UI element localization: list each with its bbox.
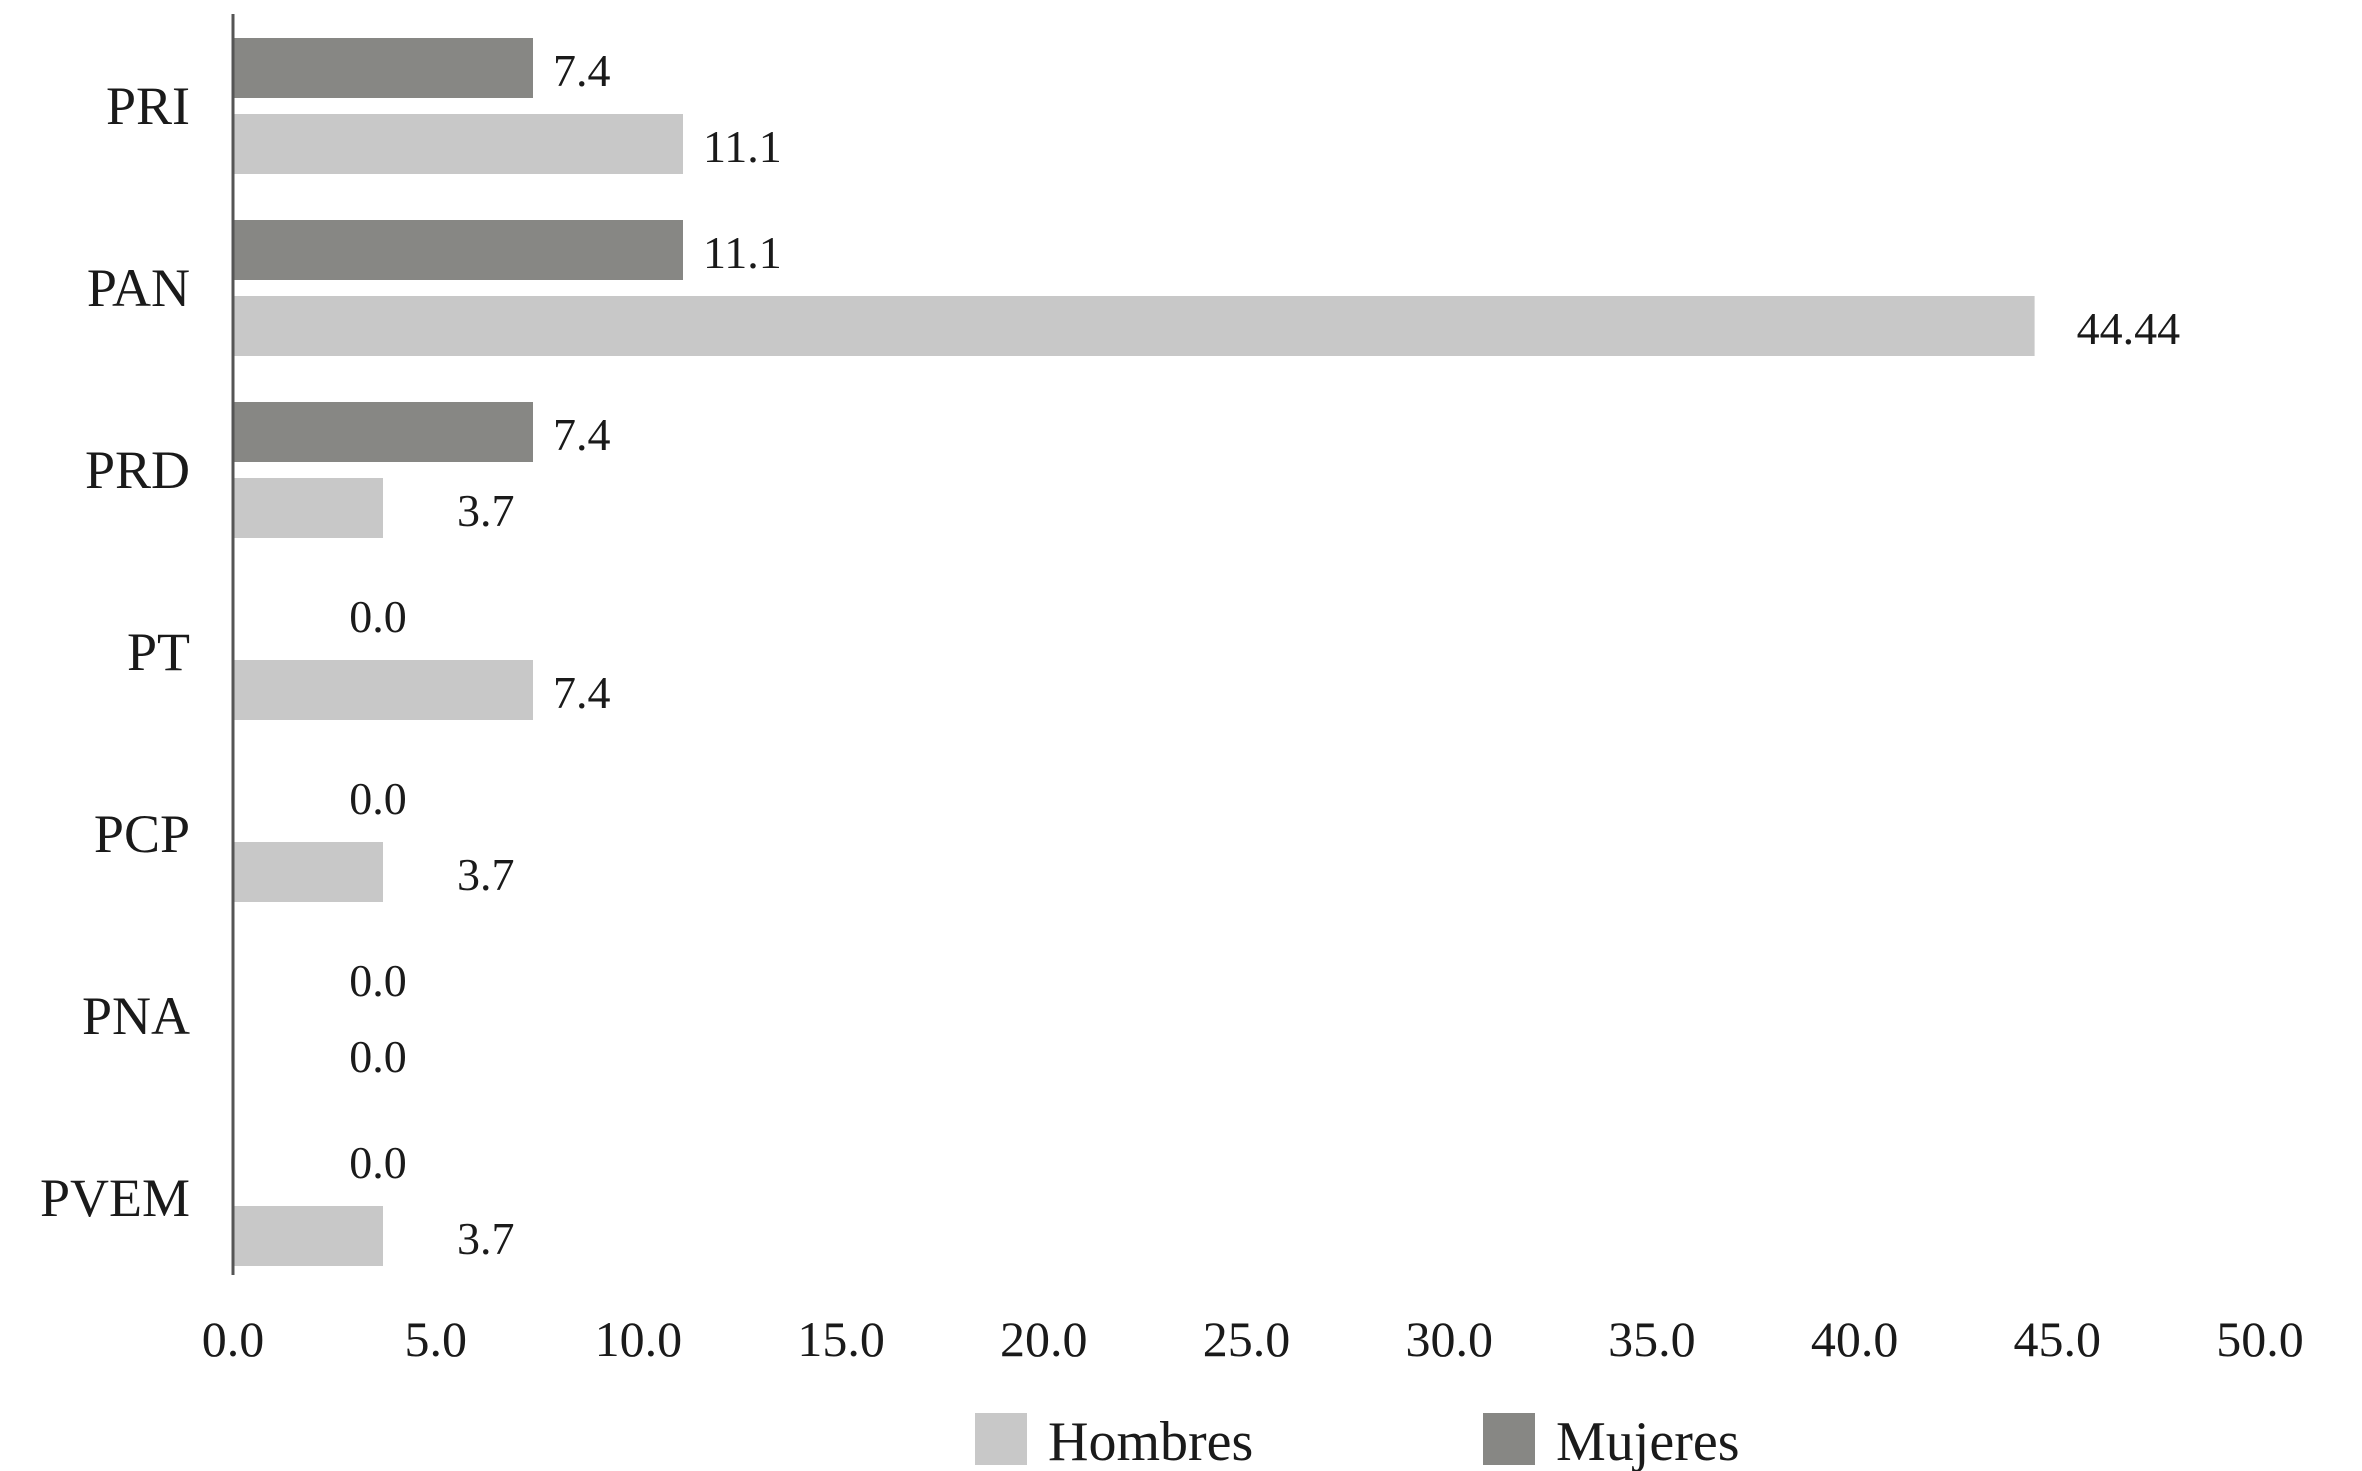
bar-hombres-pan [233, 296, 2035, 356]
data-label-hombres-prd: 3.7 [457, 485, 515, 536]
category-label-pan: PAN [87, 258, 190, 318]
category-label-pna: PNA [82, 986, 190, 1046]
x-tick-label: 5.0 [404, 1311, 467, 1367]
bars-layer [233, 38, 2035, 1266]
category-label-prd: PRD [85, 440, 190, 500]
x-tick-label: 15.0 [797, 1311, 885, 1367]
data-labels: 7.4 11.1 11.1 44.44 7.4 3.7 0.0 7.4 0.0 3.7 0.0 0.0… [349, 45, 2180, 1264]
data-label-hombres-pna: 0.0 [349, 1031, 407, 1082]
x-tick-label: 50.0 [2216, 1311, 2304, 1367]
legend-swatch-hombres [975, 1413, 1027, 1465]
x-axis-ticks: 0.0 5.0 10.0 15.0 20.0 25.0 30.0 35.0 40.0 45.0 50… [202, 1311, 2304, 1367]
data-label-mujeres-pan: 11.1 [703, 227, 782, 278]
bar-hombres-pt [233, 660, 533, 720]
category-labels: PRI PAN PRD PT PCP PNA PVEM [40, 76, 190, 1228]
x-tick-label: 30.0 [1405, 1311, 1493, 1367]
bar-hombres-pri [233, 114, 683, 174]
legend: Hombres Mujeres [975, 1411, 1740, 1471]
category-label-pt: PT [127, 622, 190, 682]
x-tick-label: 0.0 [202, 1311, 265, 1367]
data-label-mujeres-pri: 7.4 [553, 45, 611, 96]
legend-label-hombres: Hombres [1048, 1411, 1253, 1471]
category-label-pvem: PVEM [40, 1168, 190, 1228]
x-tick-label: 25.0 [1203, 1311, 1291, 1367]
bar-hombres-prd [233, 478, 383, 538]
data-label-mujeres-pna: 0.0 [349, 955, 407, 1006]
bar-mujeres-prd [233, 402, 533, 462]
data-label-hombres-pt: 7.4 [553, 667, 611, 718]
data-label-hombres-pan: 44.44 [2077, 303, 2181, 354]
bar-hombres-pvem [233, 1206, 383, 1266]
data-label-mujeres-prd: 7.4 [553, 409, 611, 460]
x-tick-label: 10.0 [595, 1311, 683, 1367]
data-label-hombres-pri: 11.1 [703, 121, 782, 172]
data-label-hombres-pvem: 3.7 [457, 1213, 515, 1264]
bar-mujeres-pan [233, 220, 683, 280]
x-tick-label: 35.0 [1608, 1311, 1696, 1367]
data-label-mujeres-pcp: 0.0 [349, 773, 407, 824]
x-tick-label: 40.0 [1811, 1311, 1899, 1367]
bar-mujeres-pri [233, 38, 533, 98]
x-tick-label: 20.0 [1000, 1311, 1088, 1367]
data-label-mujeres-pvem: 0.0 [349, 1137, 407, 1188]
x-tick-label: 45.0 [2014, 1311, 2102, 1367]
legend-swatch-mujeres [1483, 1413, 1535, 1465]
category-label-pcp: PCP [94, 804, 190, 864]
data-label-hombres-pcp: 3.7 [457, 849, 515, 900]
data-label-mujeres-pt: 0.0 [349, 591, 407, 642]
legend-label-mujeres: Mujeres [1556, 1411, 1740, 1471]
bar-hombres-pcp [233, 842, 383, 902]
category-label-pri: PRI [106, 76, 190, 136]
